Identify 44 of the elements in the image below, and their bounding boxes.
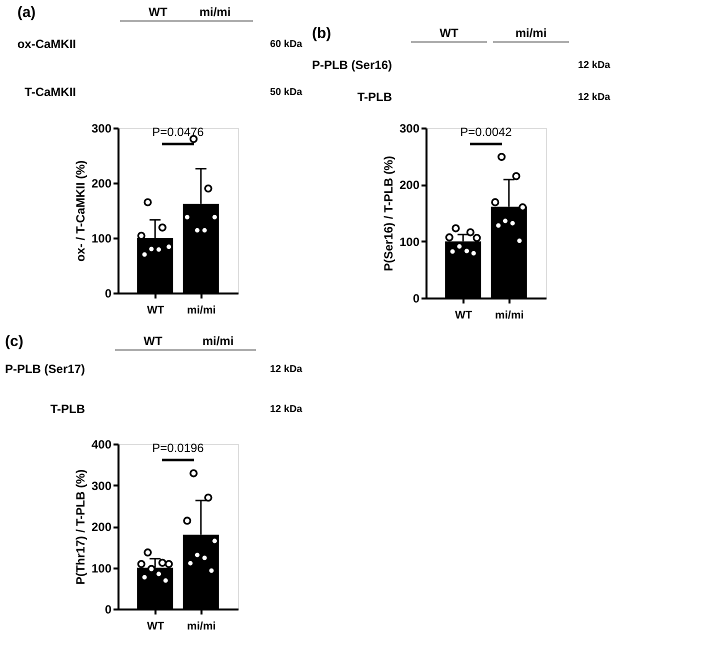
y-axis-title: P(Thr17) / T-PLB (%) [73, 469, 88, 585]
text: mi/mi [199, 5, 231, 19]
y-tick-label: 100 [91, 561, 112, 576]
text: 12 kDa [578, 92, 611, 103]
chart-title: (c) [4, 333, 24, 350]
text: WT [148, 5, 168, 19]
x-tick-label: WT [147, 304, 164, 316]
annotation: P=0.0196 [152, 441, 204, 455]
x-tick-label: mi/mi [495, 310, 524, 322]
annotation: P=0.0042 [460, 125, 512, 139]
y-tick-label: 200 [399, 178, 420, 192]
chart-title: (b) [312, 25, 332, 42]
text: mi/mi [202, 334, 234, 348]
y-tick-label: 400 [91, 438, 112, 452]
text: ox-CaMKII [17, 37, 76, 51]
y-tick-label: 300 [91, 478, 112, 493]
text: 60 kDa [270, 39, 303, 50]
y-tick-label: 0 [104, 286, 112, 300]
y-tick-label: 100 [91, 232, 112, 246]
text: T-PLB [50, 402, 86, 416]
text: mi/mi [515, 26, 547, 40]
text: WT [144, 334, 163, 348]
text: WT [440, 26, 459, 40]
text: 12 kDa [578, 60, 611, 71]
text: P-PLB (Ser16) [312, 58, 392, 72]
text: 12 kDa [270, 404, 303, 415]
text: 50 kDa [270, 87, 303, 98]
y-axis-title: ox- / T-CaMKII (%) [73, 160, 88, 262]
y-tick-label: 0 [412, 292, 420, 306]
y-tick-label: 200 [91, 176, 112, 190]
text: T-PLB [357, 90, 392, 104]
chart-title: (a) [17, 4, 36, 21]
annotation: P=0.0476 [152, 125, 204, 139]
y-tick-label: 300 [91, 122, 112, 136]
text: P-PLB (Ser17) [4, 362, 85, 376]
y-tick-label: 300 [399, 122, 420, 136]
y-axis-title: P(Ser16) / T-PLB (%) [381, 156, 396, 272]
y-tick-label: 100 [399, 234, 420, 249]
text: 12 kDa [270, 364, 303, 375]
y-tick-label: 0 [104, 602, 112, 616]
x-tick-label: mi/mi [187, 304, 216, 316]
y-tick-label: 200 [91, 520, 112, 534]
text: T-CaMKII [24, 85, 76, 99]
x-tick-label: WT [455, 310, 472, 322]
